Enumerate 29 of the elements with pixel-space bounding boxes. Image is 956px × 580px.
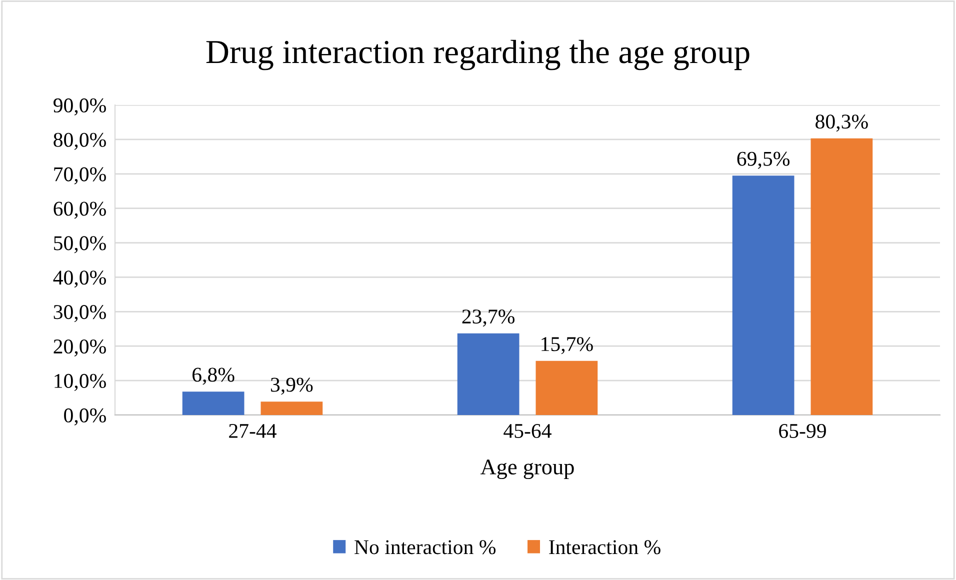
data-label: 80,3% bbox=[816, 114, 868, 132]
data-label: 6,8% bbox=[192, 368, 234, 385]
data-label: 23,7% bbox=[462, 310, 515, 327]
legend-label: No interaction % bbox=[354, 540, 496, 554]
y-tick-label: 90,0% bbox=[54, 98, 106, 116]
y-tick-label: 50,0% bbox=[54, 236, 106, 254]
data-label: 69,5% bbox=[737, 152, 790, 169]
bar bbox=[536, 360, 598, 415]
x-tick-label: 45-64 bbox=[504, 424, 552, 438]
data-label: 3,9% bbox=[270, 378, 313, 395]
y-tick-label: 80,0% bbox=[54, 132, 106, 150]
y-tick-label: 60,0% bbox=[54, 202, 106, 219]
bar bbox=[260, 402, 323, 415]
legend-label: Interaction % bbox=[549, 540, 660, 554]
y-tick-label: 30,0% bbox=[54, 305, 106, 322]
y-tick-label: 10,0% bbox=[54, 374, 106, 391]
data-label: 15,7% bbox=[542, 337, 593, 354]
x-tick-label: 27-44 bbox=[229, 424, 276, 438]
bar bbox=[732, 176, 794, 415]
chart-title: Drug interaction regarding the age group bbox=[206, 40, 750, 70]
y-tick-label: 70,0% bbox=[54, 167, 106, 184]
bar bbox=[810, 138, 873, 415]
x-tick-label: 65-99 bbox=[779, 424, 826, 438]
bar bbox=[182, 392, 244, 415]
bar bbox=[457, 333, 520, 415]
y-tick-label: 40,0% bbox=[53, 270, 106, 288]
x-axis-title: Age group bbox=[480, 460, 574, 480]
y-tick-label: 0,0% bbox=[64, 408, 106, 426]
y-tick-label: 20,0% bbox=[54, 339, 106, 357]
